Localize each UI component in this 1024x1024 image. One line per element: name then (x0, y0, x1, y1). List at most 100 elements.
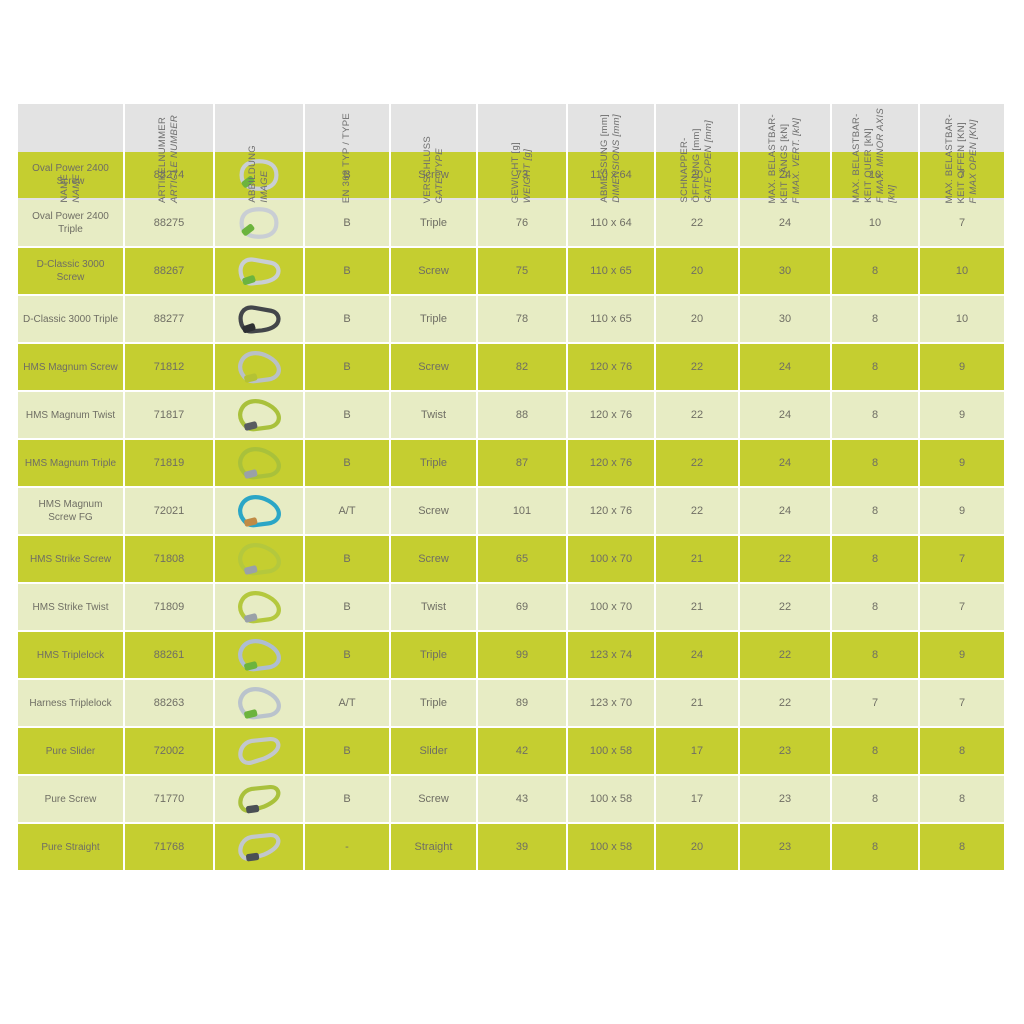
carabiner-photo-icon (238, 495, 281, 528)
cell-article: 71809 (125, 584, 213, 630)
cell-f_minor: 8 (832, 296, 918, 342)
cell-gate: Screw (391, 152, 476, 198)
cell-f_vert: 23 (740, 824, 830, 870)
cell-f_vert: 24 (740, 200, 830, 246)
header-label-en: NAME (70, 174, 82, 203)
header-label-en: WEIGHT [g] (522, 148, 533, 203)
cell-article: 88267 (125, 248, 213, 294)
header-label-de: MAX. BELASTBAR- KEIT LÄNGS [kN] (767, 113, 791, 204)
cell-article: 88274 (125, 152, 213, 198)
cell-f_vert: 22 (740, 632, 830, 678)
cell-dimensions: 100 x 70 (568, 536, 654, 582)
cell-f_open: 7 (920, 152, 1004, 198)
header-label-de: GEWICHT [g] (510, 141, 522, 203)
cell-gate: Screw (391, 488, 476, 534)
header-label-de: VERSCHLUSS (421, 135, 433, 203)
cell-article: 71808 (125, 536, 213, 582)
cell-f_vert: 23 (740, 776, 830, 822)
cell-name: Pure Straight (18, 824, 123, 870)
cell-f_vert: 22 (740, 680, 830, 726)
carabiner-photo-icon (238, 687, 281, 720)
cell-f_minor: 10 (832, 152, 918, 198)
cell-name: Pure Screw (18, 776, 123, 822)
header-label-de: ABBILDUNG (247, 145, 259, 203)
cell-en362: B (305, 152, 389, 198)
cell-f_minor: 8 (832, 392, 918, 438)
cell-weight: 43 (478, 776, 566, 822)
cell-f_minor: 8 (832, 824, 918, 870)
cell-gate: Twist (391, 584, 476, 630)
cell-article: 88275 (125, 200, 213, 246)
carabiner-photo-icon (239, 159, 279, 191)
cell-en362: B (305, 296, 389, 342)
cell-weight: 42 (478, 728, 566, 774)
cell-f_minor: 8 (832, 632, 918, 678)
cell-article: 88277 (125, 296, 213, 342)
carabiner-photo-icon (238, 257, 281, 286)
cell-f_vert: 24 (740, 344, 830, 390)
cell-f_vert: 23 (740, 728, 830, 774)
cell-dimensions: 100 x 58 (568, 728, 654, 774)
cell-gate: Triple (391, 200, 476, 246)
cell-dimensions: 123 x 70 (568, 680, 654, 726)
cell-f_open: 10 (920, 296, 1004, 342)
cell-image (215, 200, 303, 246)
cell-gate_open: 21 (656, 680, 738, 726)
cell-en362: B (305, 440, 389, 486)
cell-gate: Twist (391, 392, 476, 438)
cell-dimensions: 120 x 76 (568, 440, 654, 486)
cell-f_minor: 8 (832, 776, 918, 822)
cell-gate: Slider (391, 728, 476, 774)
cell-article: 72002 (125, 728, 213, 774)
cell-dimensions: 100 x 58 (568, 824, 654, 870)
cell-name: HMS Strike Screw (18, 536, 123, 582)
cell-image (215, 248, 303, 294)
cell-image (215, 584, 303, 630)
header-label-en: GATE OPEN [mm] (702, 120, 714, 203)
carabiner-photo-icon (238, 591, 281, 624)
cell-name: HMS Magnum Screw (18, 344, 123, 390)
cell-dimensions: 120 x 76 (568, 392, 654, 438)
cell-name: Oval Power 2400 Triple (18, 200, 123, 246)
cell-f_minor: 8 (832, 344, 918, 390)
carabiner-photo-icon (239, 207, 279, 239)
header-label-de: NAME (58, 174, 70, 203)
carabiner-photo-icon (238, 543, 281, 576)
cell-article: 72021 (125, 488, 213, 534)
carabiner-photo-icon (238, 736, 281, 766)
header-label-de: MAX. BELASTBAR- KEIT OFFEN [KN] (944, 113, 968, 204)
cell-gate_open: 22 (656, 440, 738, 486)
carabiner-photo-icon (238, 784, 281, 814)
cell-article: 71812 (125, 344, 213, 390)
cell-name: HMS Magnum Screw FG (18, 488, 123, 534)
cell-en362: A/T (305, 488, 389, 534)
carabiner-photo-icon (238, 399, 281, 432)
cell-weight: 65 (478, 536, 566, 582)
cell-gate_open: 22 (656, 344, 738, 390)
cell-gate_open: 21 (656, 536, 738, 582)
cell-gate_open: 20 (656, 248, 738, 294)
carabiner-spec-table: NAME NAME ARTIKELNUMMER ARTICLE NUMBER ABBIL… (18, 104, 1004, 870)
column-header-label: EN 362 TYP / TYPE (341, 113, 353, 203)
cell-f_vert: 24 (740, 152, 830, 198)
column-header-label: ABMESSUNG [mm] DIMENSIONS [mm] (599, 114, 623, 203)
cell-weight: 89 (478, 680, 566, 726)
cell-f_open: 8 (920, 776, 1004, 822)
cell-weight: 75 (478, 248, 566, 294)
cell-f_open: 9 (920, 488, 1004, 534)
cell-gate: Triple (391, 440, 476, 486)
column-header-label: ABBILDUNG IMAGE (247, 145, 271, 203)
header-label-en: F MAX. VERT. [kN] (790, 117, 802, 203)
cell-en362: B (305, 536, 389, 582)
column-header-label: ARTIKELNUMMER ARTICLE NUMBER (157, 115, 181, 203)
cell-en362: B (305, 584, 389, 630)
cell-f_minor: 8 (832, 248, 918, 294)
cell-image (215, 152, 303, 198)
cell-gate_open: 24 (656, 632, 738, 678)
cell-name: HMS Magnum Twist (18, 392, 123, 438)
cell-article: 88263 (125, 680, 213, 726)
cell-en362: B (305, 392, 389, 438)
cell-article: 71817 (125, 392, 213, 438)
carabiner-photo-icon (238, 305, 281, 334)
cell-f_open: 9 (920, 440, 1004, 486)
